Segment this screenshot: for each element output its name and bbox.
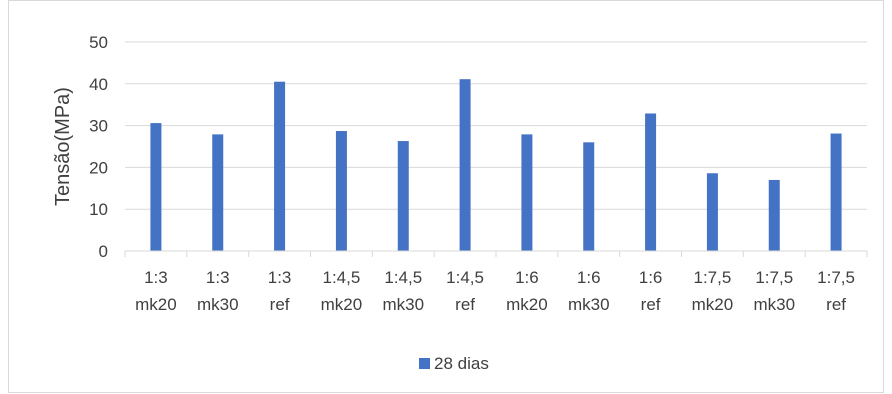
- x-axis: 1:3 mk20 1:3 mk30 1:3 ref 1:4,5 mk20 1:4,5 mk30 1:…: [124, 250, 868, 314]
- x-tick-label: 1:7,5 mk20: [692, 268, 734, 314]
- x-tick-label: 1:6 mk20: [506, 268, 548, 314]
- x-tick-label: 1:7,5 ref: [817, 268, 855, 314]
- legend-swatch: [419, 358, 430, 369]
- x-tick-label: 1:6 ref: [639, 268, 663, 314]
- x-tick-label: 1:6 mk30: [568, 268, 610, 314]
- y-axis-ticks: 0 10 20 30 40 50: [89, 33, 108, 261]
- x-tick-label: 1:4,5 mk20: [321, 268, 363, 314]
- y-tick-label: 10: [89, 200, 108, 219]
- bar: [521, 134, 533, 251]
- x-tick-label: 1:4,5 ref: [446, 268, 484, 314]
- y-tick-label: 0: [99, 242, 108, 261]
- gridlines: [125, 41, 867, 210]
- bar: [335, 131, 347, 251]
- bar-series: [150, 79, 842, 252]
- legend: 28 dias: [419, 354, 489, 373]
- bar: [397, 141, 409, 251]
- x-tick-label: 1:4,5 mk30: [382, 268, 424, 314]
- bar: [645, 113, 657, 251]
- y-tick-label: 30: [89, 117, 108, 136]
- legend-label: 28 dias: [434, 354, 489, 373]
- x-tick-label: 1:3 ref: [268, 268, 292, 314]
- y-tick-label: 20: [89, 158, 108, 177]
- x-tick-label: 1:3 mk20: [135, 268, 177, 314]
- y-tick-label: 50: [89, 33, 108, 52]
- bar: [459, 79, 471, 252]
- bar: [830, 133, 842, 251]
- bar: [706, 173, 718, 251]
- y-tick-label: 40: [89, 75, 108, 94]
- x-tick-label: 1:7,5 mk30: [753, 268, 795, 314]
- bar: [150, 123, 162, 251]
- bar: [274, 81, 286, 252]
- bar: [768, 179, 780, 251]
- x-tick-label: 1:3 mk30: [197, 268, 239, 314]
- bar: [583, 142, 595, 251]
- y-axis-title: Tensão(MPa): [52, 87, 74, 206]
- bar: [212, 134, 224, 251]
